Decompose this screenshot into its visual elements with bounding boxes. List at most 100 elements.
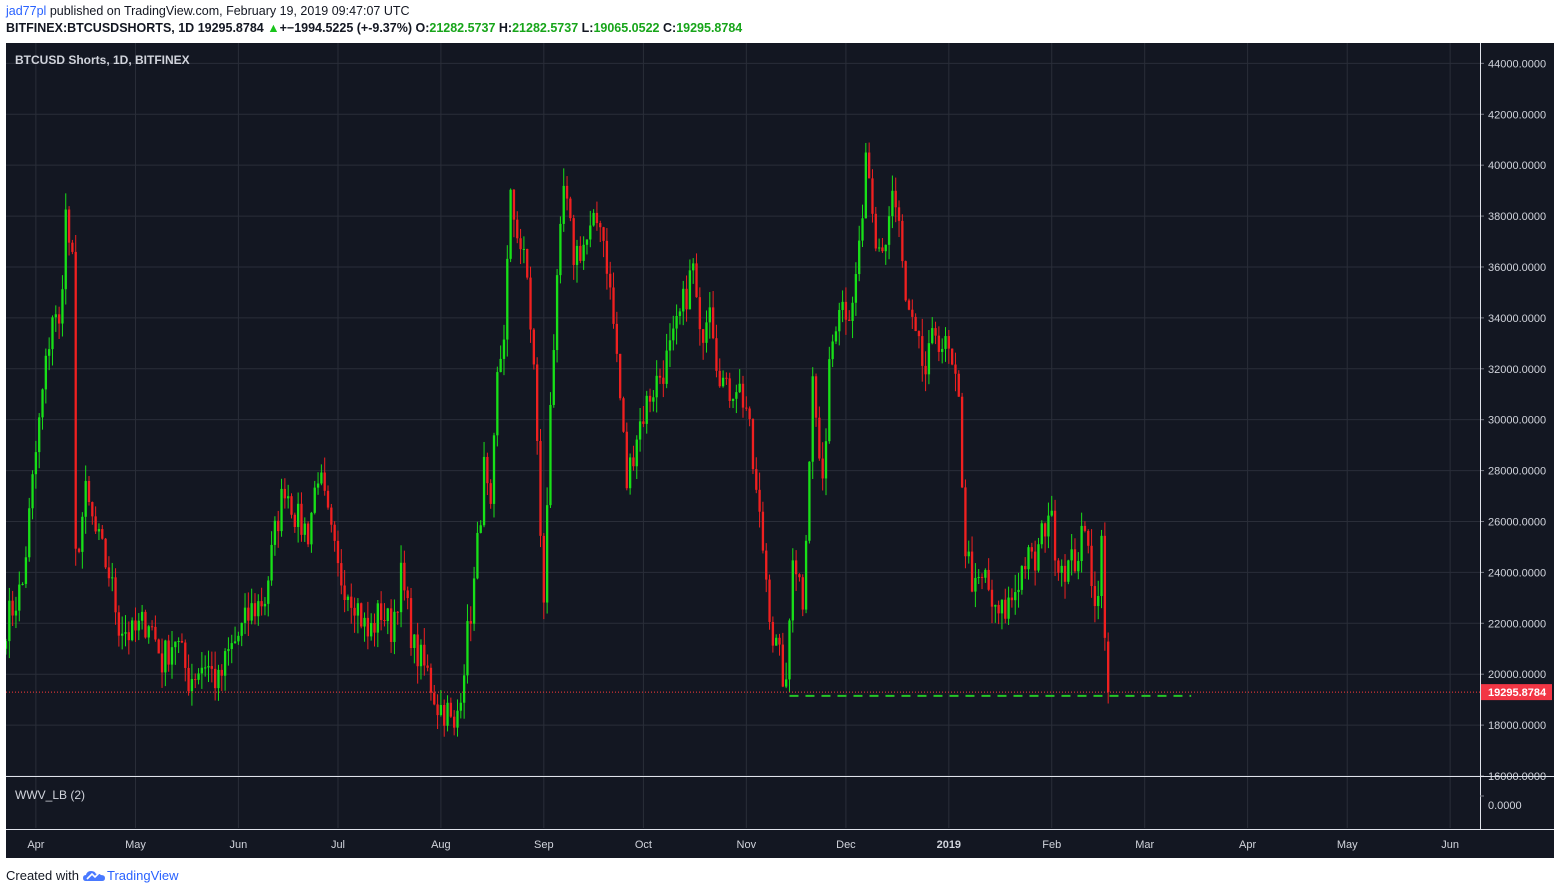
- candle-body: [831, 341, 834, 360]
- candle-body: [728, 378, 731, 401]
- candle-body: [635, 439, 638, 467]
- candle-body: [230, 643, 233, 650]
- candle-body: [997, 604, 1000, 614]
- candle-body: [21, 583, 24, 585]
- candle-body: [290, 496, 293, 515]
- x-tick-label: Apr: [1239, 839, 1256, 851]
- candle-body: [237, 635, 240, 642]
- candle-body: [648, 395, 652, 402]
- candle-body: [486, 456, 489, 484]
- candle-body: [834, 331, 838, 342]
- candle-body: [1103, 535, 1107, 638]
- y-tick-label: 38000.0000: [1488, 211, 1546, 223]
- candle-body: [748, 408, 751, 420]
- candle-body: [529, 277, 532, 330]
- candle-body: [433, 692, 436, 705]
- candle-body: [71, 242, 74, 252]
- candle-body: [1024, 566, 1027, 570]
- candle-body: [194, 679, 197, 681]
- high-label: H:: [498, 21, 513, 35]
- time-axis-bg: [6, 830, 1554, 858]
- candle-body: [1077, 561, 1080, 572]
- candle-body: [854, 274, 858, 303]
- candle-body: [190, 679, 194, 692]
- candle-body: [1070, 549, 1073, 561]
- candle-body: [522, 248, 526, 250]
- candle-body: [257, 601, 260, 617]
- candle-body: [330, 507, 333, 525]
- candle-body: [927, 343, 931, 375]
- candle-body: [877, 247, 881, 249]
- candle-body: [765, 550, 768, 580]
- candle-body: [512, 189, 516, 220]
- candle-body: [476, 532, 479, 579]
- candle-body: [798, 574, 801, 578]
- candle-body: [698, 297, 702, 330]
- tradingview-logo[interactable]: TradingView: [82, 868, 179, 883]
- brand-text: TradingView: [106, 868, 179, 883]
- candle-body: [1033, 551, 1037, 571]
- candle-body: [685, 288, 688, 310]
- candle-body: [462, 675, 466, 703]
- candle-body: [941, 348, 944, 352]
- candle-body: [509, 189, 512, 259]
- candle-body: [336, 540, 340, 564]
- candle-body: [672, 328, 675, 341]
- chart-frame[interactable]: 19295.8784 16000.0000 18000.0000 20000.000…: [6, 43, 1554, 858]
- candle-body: [81, 516, 84, 552]
- candle-body: [778, 637, 781, 645]
- candle-body: [320, 472, 323, 484]
- y-tick-label: 44000.0000: [1488, 58, 1546, 70]
- y-tick-label: 20000.0000: [1488, 669, 1546, 681]
- candle-body: [814, 376, 818, 418]
- candle-body: [8, 600, 11, 642]
- candle-body: [901, 220, 904, 262]
- candle-body: [768, 579, 771, 622]
- candle-body: [615, 323, 619, 354]
- candle-body: [227, 649, 230, 652]
- candle-body: [871, 178, 874, 214]
- candle-body: [612, 287, 615, 324]
- candle-body: [1080, 525, 1083, 562]
- y-tick-label: 32000.0000: [1488, 364, 1546, 376]
- candle-body: [200, 667, 204, 674]
- candle-body: [582, 244, 585, 261]
- candle-body: [293, 514, 296, 527]
- candle-body: [277, 520, 280, 532]
- tradingview-cloud-icon: [82, 870, 105, 881]
- candle-body: [1083, 525, 1087, 531]
- candle-body: [383, 620, 386, 622]
- candle-body: [250, 603, 253, 621]
- candle-body: [784, 679, 788, 687]
- candle-body: [389, 608, 393, 642]
- candle-body: [702, 329, 705, 343]
- candle-body: [366, 617, 370, 637]
- y-tick-label: 40000.0000: [1488, 160, 1546, 172]
- indicator-label: WWV_LB (2): [15, 788, 85, 802]
- candle-body: [705, 322, 708, 343]
- candle-body: [678, 311, 682, 316]
- chart-background: [6, 43, 1554, 858]
- candle-body: [130, 620, 134, 641]
- candle-body: [306, 523, 310, 545]
- author-link[interactable]: jad77pl: [6, 4, 47, 18]
- candle-body: [781, 644, 784, 687]
- candle-body: [1014, 592, 1017, 601]
- candle-body: [469, 621, 472, 624]
- candle-body: [592, 212, 595, 226]
- candle-body: [1030, 547, 1033, 552]
- candle-body: [907, 300, 911, 310]
- candle-body: [24, 557, 28, 584]
- candlestick-chart[interactable]: 19295.8784 16000.000018000.000020000.000…: [6, 43, 1554, 858]
- candle-body: [668, 340, 672, 351]
- candle-body: [217, 669, 220, 689]
- close-value: 19295.8784: [676, 21, 743, 35]
- candle-body: [977, 576, 980, 578]
- candle-body: [443, 704, 446, 726]
- candle-body: [516, 219, 519, 239]
- candle-body: [154, 626, 157, 640]
- candle-body: [794, 560, 798, 575]
- candle-body: [316, 483, 320, 488]
- candle-body: [333, 524, 336, 541]
- candle-body: [562, 185, 565, 224]
